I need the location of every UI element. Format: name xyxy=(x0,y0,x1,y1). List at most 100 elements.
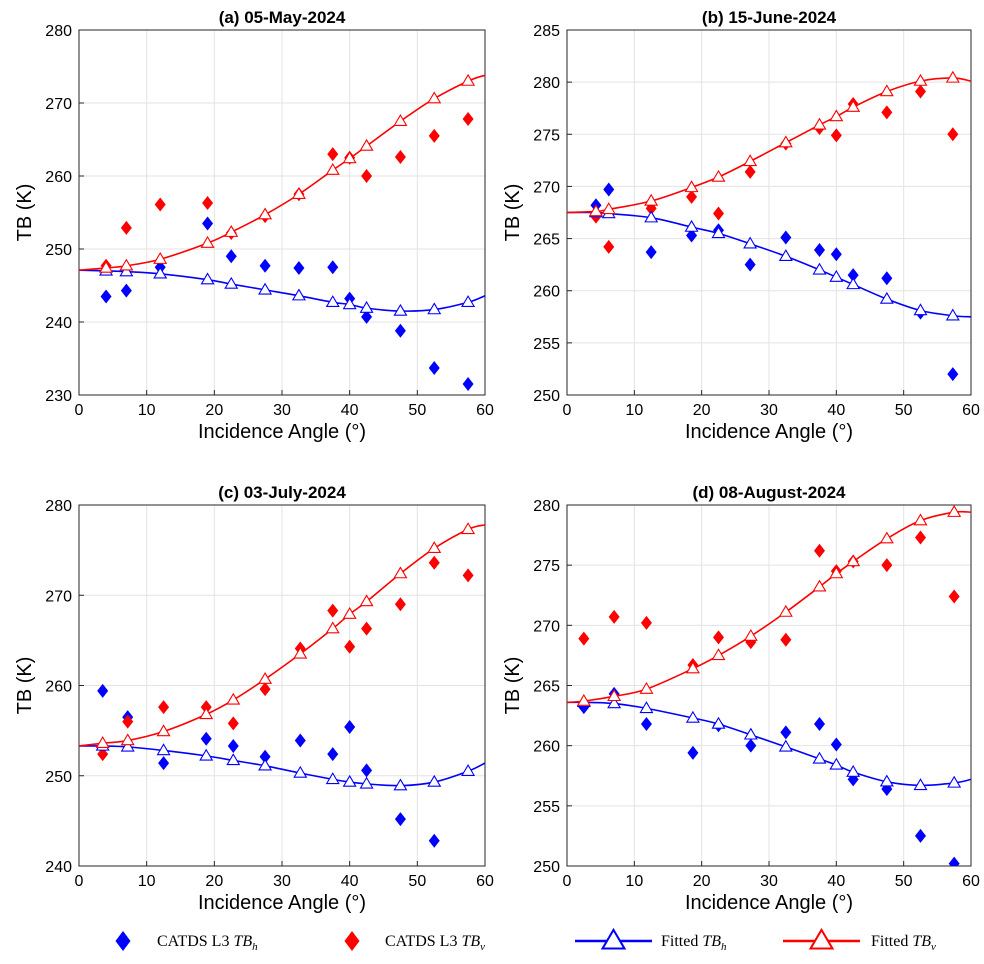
fit-marker-fitv xyxy=(644,193,659,206)
point-l3v xyxy=(154,197,166,212)
point-l3v xyxy=(814,543,825,558)
x-tick-label: 10 xyxy=(138,402,156,419)
point-l3v xyxy=(327,603,339,618)
x-tick-label: 10 xyxy=(138,873,156,890)
y-tick-label: 280 xyxy=(533,498,560,515)
fit-marker-fitv xyxy=(913,73,928,86)
x-tick-label: 20 xyxy=(205,873,223,890)
x-tick-label: 60 xyxy=(962,873,980,890)
x-tick-label: 60 xyxy=(476,873,494,890)
x-tick-label: 40 xyxy=(341,402,359,419)
fit-marker-fitv xyxy=(325,621,340,634)
point-l3h xyxy=(361,763,373,778)
fit-marker-fitv xyxy=(342,151,357,164)
y-tick-label: 250 xyxy=(533,388,560,405)
x-tick-label: 30 xyxy=(760,873,778,890)
y-tick-label: 275 xyxy=(533,127,560,144)
point-l3v xyxy=(202,196,214,211)
point-l3v xyxy=(713,206,724,221)
fit-marker-fith xyxy=(945,308,960,321)
fit-marker-fitv xyxy=(778,604,793,617)
y-tick-label: 280 xyxy=(533,75,560,92)
fit-marker-fitv xyxy=(945,70,960,83)
point-l3v xyxy=(394,597,406,612)
point-l3v xyxy=(608,609,620,624)
x-tick-label: 30 xyxy=(760,402,778,419)
y-tick-label: 260 xyxy=(45,679,72,696)
point-l3h xyxy=(603,182,615,197)
fit-marker-fitv xyxy=(119,258,134,271)
fit-marker-fitv xyxy=(258,671,273,684)
fit-marker-fith xyxy=(846,277,861,290)
y-axis-label: TB (K) xyxy=(14,184,36,242)
fit-marker-fitv xyxy=(743,628,758,641)
point-l3v xyxy=(394,150,406,165)
point-l3h xyxy=(462,377,474,392)
grid xyxy=(567,30,971,395)
fit-marker-fith xyxy=(393,778,408,791)
fit-marker-fith xyxy=(224,276,239,289)
panel-3: 0 10 20 30 40 50 60 240 250 260 270 280 (c) 03-July-… xyxy=(14,483,494,914)
x-tick-label: 60 xyxy=(962,402,980,419)
point-l3h xyxy=(293,260,305,275)
legend-item-l3v: CATDS L3 TBv xyxy=(344,931,485,953)
fit-marker-fitv xyxy=(427,91,442,104)
point-l3h xyxy=(780,230,792,245)
point-l3v xyxy=(578,631,590,646)
fit-marker-fitv xyxy=(846,554,861,567)
legend: CATDS L3 TBh CATDS L3 TBv Fitted TBh Fitted… xyxy=(115,927,936,953)
fit-marker-fith xyxy=(200,272,215,285)
y-tick-label: 240 xyxy=(45,315,72,332)
x-tick-label: 40 xyxy=(827,873,845,890)
point-l3h xyxy=(830,247,842,262)
y-tick-label: 270 xyxy=(533,179,560,196)
point-l3h xyxy=(200,731,212,746)
fit-marker-fith xyxy=(879,291,894,304)
point-l3v xyxy=(361,169,373,183)
y-tick-label: 250 xyxy=(45,242,72,259)
fit-marker-fith xyxy=(685,710,700,723)
fit-marker-fitv xyxy=(95,736,110,748)
fit-marker-fith xyxy=(778,739,793,752)
fit-marker-fith xyxy=(812,262,827,275)
fit-marker-fitv xyxy=(829,109,844,122)
fit-marker-fitv xyxy=(427,541,442,554)
panel-4: 0 10 20 30 40 50 60 250 255 260 265 270 275 280 (d) 08… xyxy=(502,483,980,914)
legend-item-l3h: CATDS L3 TBh xyxy=(115,931,258,953)
point-l3h xyxy=(640,717,652,732)
x-tick-label: 10 xyxy=(625,873,643,890)
x-tick-label: 50 xyxy=(408,873,426,890)
series-fitv xyxy=(79,73,485,273)
legend-diamond-icon xyxy=(115,931,131,951)
fit-marker-fith xyxy=(684,219,699,232)
point-l3h xyxy=(259,258,271,273)
y-tick-label: 230 xyxy=(45,388,72,405)
fit-marker-fith xyxy=(913,778,928,791)
fit-marker-fith xyxy=(461,764,476,776)
legend-triangle-icon xyxy=(808,927,835,950)
fit-marker-fith xyxy=(829,757,844,770)
panel-title: (a) 05-May-2024 xyxy=(219,8,346,27)
point-l3h xyxy=(394,323,406,338)
fit-marker-fitv xyxy=(601,202,616,215)
panel-title: (d) 08-August-2024 xyxy=(692,483,846,502)
point-l3v xyxy=(830,128,842,143)
point-l3v xyxy=(428,128,440,143)
y-tick-label: 260 xyxy=(533,284,560,301)
fit-marker-fith xyxy=(293,765,308,778)
fit-marker-fitv xyxy=(156,724,171,737)
point-l3v xyxy=(744,164,756,179)
fit-marker-fith xyxy=(359,776,374,789)
point-l3v xyxy=(947,127,959,142)
fit-marker-fitv xyxy=(461,73,476,86)
fit-marker-fith xyxy=(778,249,793,262)
fit-marker-fitv xyxy=(461,522,476,535)
series-fitv xyxy=(79,522,485,748)
fit-marker-fitv xyxy=(120,733,135,746)
x-tick-label: 40 xyxy=(827,402,845,419)
fit-marker-fith xyxy=(342,297,357,310)
x-tick-label: 30 xyxy=(273,402,291,419)
y-tick-label: 260 xyxy=(45,169,72,186)
point-l3h xyxy=(881,271,893,286)
